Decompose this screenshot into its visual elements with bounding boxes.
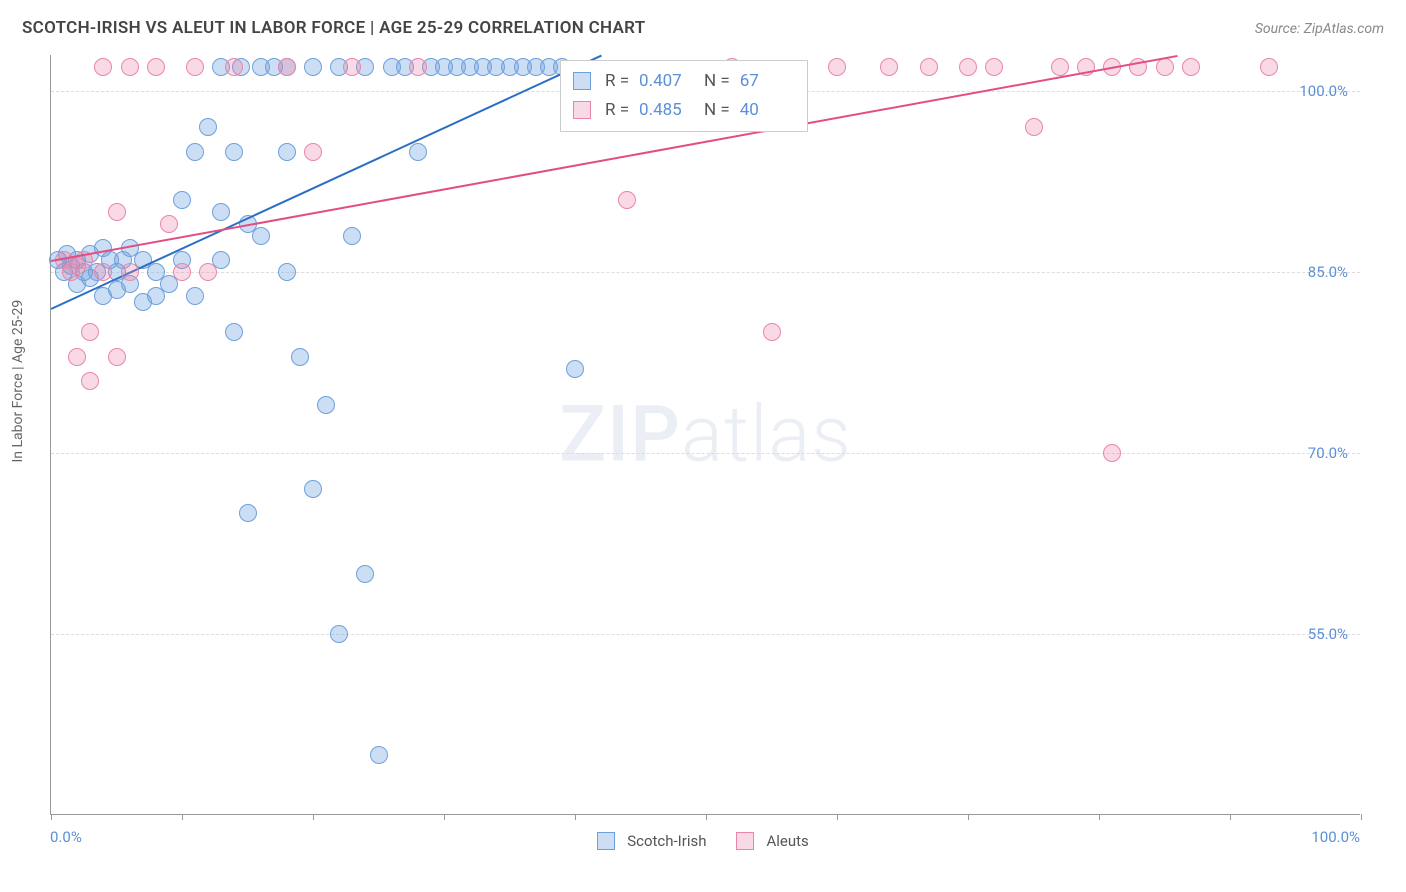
- correlation-stats-box: R = 0.407 N = 67 R = 0.485 N = 40: [560, 60, 808, 132]
- series-swatch: [573, 72, 591, 90]
- data-point: [160, 215, 178, 233]
- gridline: [51, 634, 1360, 635]
- legend-label: Aleuts: [766, 832, 808, 850]
- data-point: [68, 348, 86, 366]
- data-point: [225, 58, 243, 76]
- r-label: R =: [605, 96, 629, 125]
- data-point: [278, 143, 296, 161]
- data-point: [763, 323, 781, 341]
- n-label: N =: [704, 96, 730, 125]
- data-point: [94, 58, 112, 76]
- plot-area: ZIPatlas 55.0% 70.0% 85.0% 100.0%: [50, 55, 1360, 815]
- data-point: [239, 504, 257, 522]
- data-point: [121, 263, 139, 281]
- data-point: [173, 263, 191, 281]
- data-point: [81, 323, 99, 341]
- data-point: [108, 348, 126, 366]
- series-swatch: [573, 101, 591, 119]
- data-point: [1025, 118, 1043, 136]
- data-point: [985, 58, 1003, 76]
- data-point: [356, 565, 374, 583]
- legend-item: Aleuts: [736, 832, 808, 850]
- watermark: ZIPatlas: [559, 389, 852, 480]
- data-point: [618, 191, 636, 209]
- data-point: [1103, 444, 1121, 462]
- x-tick: [706, 814, 707, 820]
- data-point: [225, 323, 243, 341]
- x-tick: [182, 814, 183, 820]
- y-tick-label: 70.0%: [1308, 444, 1348, 462]
- data-point: [225, 143, 243, 161]
- stats-row: R = 0.485 N = 40: [573, 96, 795, 125]
- data-point: [343, 227, 361, 245]
- data-point: [920, 58, 938, 76]
- data-point: [212, 203, 230, 221]
- data-point: [291, 348, 309, 366]
- y-axis-title: In Labor Force | Age 25-29: [10, 300, 26, 463]
- data-point: [108, 203, 126, 221]
- data-point: [370, 746, 388, 764]
- x-tick: [1099, 814, 1100, 820]
- data-point: [304, 58, 322, 76]
- data-point: [121, 58, 139, 76]
- x-tick: [51, 814, 52, 820]
- data-point: [278, 58, 296, 76]
- data-point: [330, 625, 348, 643]
- chart-source: Source: ZipAtlas.com: [1255, 21, 1384, 37]
- data-point: [1156, 58, 1174, 76]
- data-point: [1260, 58, 1278, 76]
- y-tick-label: 55.0%: [1308, 625, 1348, 643]
- legend-swatch: [597, 832, 615, 850]
- data-point: [409, 58, 427, 76]
- x-tick: [837, 814, 838, 820]
- data-point: [147, 58, 165, 76]
- stats-row: R = 0.407 N = 67: [573, 67, 795, 96]
- legend-label: Scotch-Irish: [627, 832, 706, 850]
- data-point: [199, 263, 217, 281]
- y-tick-label: 85.0%: [1308, 263, 1348, 281]
- r-value: 0.407: [639, 67, 694, 96]
- data-point: [199, 118, 217, 136]
- x-tick: [444, 814, 445, 820]
- r-value: 0.485: [639, 96, 694, 125]
- chart-title: SCOTCH-IRISH VS ALEUT IN LABOR FORCE | A…: [22, 18, 645, 38]
- x-tick: [1230, 814, 1231, 820]
- data-point: [959, 58, 977, 76]
- data-point: [186, 58, 204, 76]
- x-tick: [313, 814, 314, 820]
- data-point: [81, 372, 99, 390]
- gridline: [51, 453, 1360, 454]
- data-point: [304, 143, 322, 161]
- data-point: [317, 396, 335, 414]
- x-tick: [968, 814, 969, 820]
- gridline: [51, 272, 1360, 273]
- data-point: [252, 227, 270, 245]
- legend: Scotch-Irish Aleuts: [0, 832, 1406, 850]
- y-tick-label: 100.0%: [1299, 82, 1348, 100]
- legend-swatch: [736, 832, 754, 850]
- data-point: [880, 58, 898, 76]
- n-label: N =: [704, 67, 730, 96]
- data-point: [828, 58, 846, 76]
- data-point: [1182, 58, 1200, 76]
- r-label: R =: [605, 67, 629, 96]
- x-tick: [575, 814, 576, 820]
- data-point: [94, 263, 112, 281]
- x-tick: [1361, 814, 1362, 820]
- data-point: [186, 287, 204, 305]
- data-point: [1051, 58, 1069, 76]
- data-point: [566, 360, 584, 378]
- data-point: [252, 58, 270, 76]
- legend-item: Scotch-Irish: [597, 832, 706, 850]
- data-point: [304, 480, 322, 498]
- n-value: 67: [740, 67, 795, 96]
- data-point: [186, 143, 204, 161]
- data-point: [278, 263, 296, 281]
- n-value: 40: [740, 96, 795, 125]
- data-point: [343, 58, 361, 76]
- data-point: [409, 143, 427, 161]
- data-point: [173, 191, 191, 209]
